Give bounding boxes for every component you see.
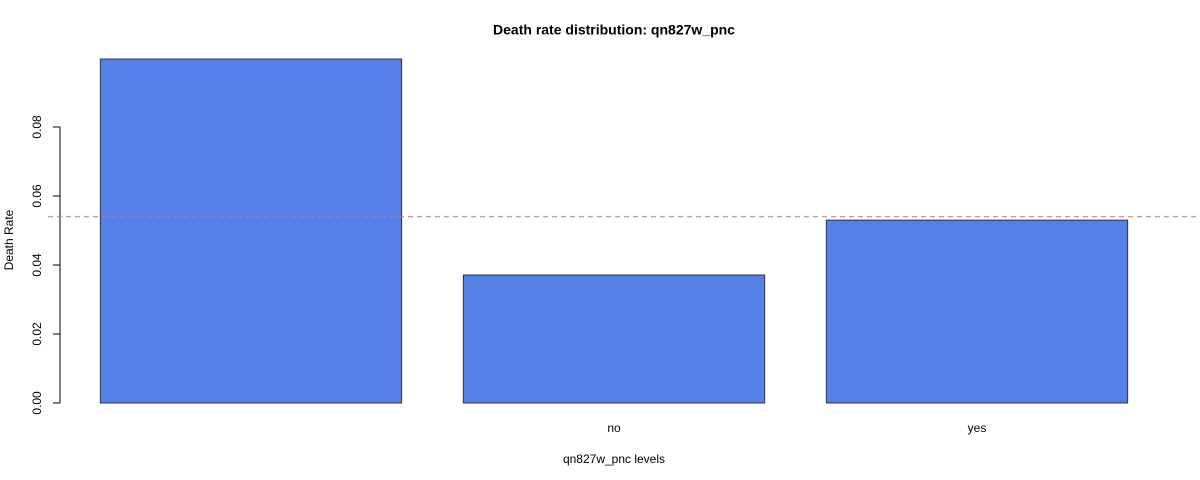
x-axis-label: qn827w_pnc levels	[563, 452, 665, 466]
y-tick-label: 0.06	[30, 184, 44, 208]
y-tick-label: 0.08	[30, 115, 44, 139]
bar	[462, 274, 766, 404]
y-tick-label: 0.00	[30, 391, 44, 415]
y-tick-label: 0.02	[30, 322, 44, 346]
x-tick-label: yes	[968, 421, 987, 435]
chart-title: Death rate distribution: qn827w_pnc	[493, 22, 735, 38]
x-tick-label: no	[607, 421, 621, 435]
bar	[99, 58, 403, 404]
y-axis-label: Death Rate	[2, 209, 16, 270]
y-tick-label: 0.04	[30, 253, 44, 277]
bar	[825, 219, 1129, 404]
